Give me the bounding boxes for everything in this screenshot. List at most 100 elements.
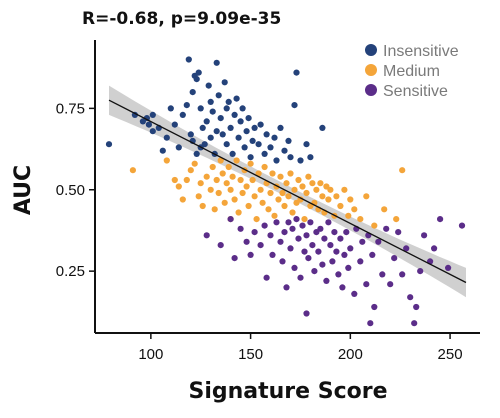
data-point — [203, 173, 210, 180]
data-point — [339, 284, 346, 291]
data-point — [219, 170, 226, 177]
data-point — [325, 219, 332, 226]
data-point — [261, 150, 268, 157]
data-point — [197, 105, 204, 112]
data-point — [375, 238, 382, 245]
data-point — [417, 268, 424, 275]
data-point — [225, 98, 232, 105]
data-point — [247, 251, 254, 258]
data-point — [217, 157, 224, 164]
data-point — [281, 202, 288, 210]
data-point — [313, 186, 320, 193]
data-point — [371, 303, 378, 311]
data-point — [105, 141, 113, 148]
data-point — [185, 56, 192, 63]
data-point — [277, 238, 284, 245]
data-point — [351, 206, 358, 213]
data-point — [327, 186, 334, 193]
data-point — [299, 183, 306, 190]
data-point — [287, 245, 294, 252]
data-point — [363, 281, 370, 288]
data-point — [269, 251, 276, 258]
data-point — [195, 69, 202, 76]
data-point — [221, 199, 228, 206]
data-point — [413, 303, 420, 311]
data-point — [421, 232, 428, 239]
data-point — [303, 189, 310, 197]
data-point — [297, 274, 304, 281]
data-point — [245, 202, 252, 210]
data-point — [207, 134, 214, 141]
data-point — [237, 118, 244, 125]
data-point — [235, 209, 242, 216]
y-axis-label: AUC — [11, 165, 36, 215]
legend-label-insensitive: Insensitive — [383, 43, 459, 60]
data-point — [391, 255, 398, 262]
data-point — [331, 229, 338, 236]
data-point — [291, 186, 298, 193]
data-point — [195, 193, 202, 200]
legend-marker-medium — [365, 64, 377, 76]
data-point — [315, 248, 322, 255]
data-point — [267, 144, 274, 151]
data-point — [357, 258, 364, 265]
data-point — [231, 255, 238, 262]
data-point — [223, 105, 230, 112]
data-point — [271, 212, 278, 219]
legend-marker-insensitive — [365, 44, 377, 56]
data-point — [291, 264, 298, 271]
data-point — [303, 141, 310, 148]
data-point — [191, 160, 198, 167]
data-point — [345, 212, 352, 219]
data-point — [297, 157, 304, 164]
data-point — [305, 255, 312, 262]
data-point — [289, 209, 296, 216]
data-point — [243, 238, 250, 245]
data-point — [261, 163, 268, 171]
data-point — [279, 189, 286, 197]
data-point — [293, 216, 300, 223]
data-point — [237, 176, 244, 184]
data-point — [225, 163, 232, 171]
data-point — [458, 222, 466, 229]
x-ticks: 100 150 200 250 — [138, 333, 463, 363]
points-layer — [105, 56, 466, 327]
data-point — [203, 232, 210, 239]
data-point — [395, 229, 402, 236]
data-point — [431, 245, 438, 252]
data-point — [207, 186, 214, 193]
x-tick-label: 250 — [438, 346, 463, 363]
data-point — [333, 193, 340, 200]
data-point — [287, 170, 294, 177]
data-point — [245, 115, 252, 122]
data-point — [189, 89, 196, 96]
data-point — [253, 216, 260, 223]
data-point — [311, 268, 318, 275]
data-point — [267, 232, 274, 239]
data-point — [269, 170, 276, 177]
data-point — [317, 180, 324, 187]
data-point — [259, 199, 266, 206]
data-point — [337, 202, 344, 210]
data-point — [341, 186, 348, 193]
data-point — [213, 176, 220, 184]
data-point — [275, 196, 282, 203]
data-point — [325, 196, 332, 203]
data-point — [213, 128, 220, 135]
data-point — [319, 261, 326, 268]
data-point — [237, 225, 244, 232]
data-point — [193, 150, 200, 157]
data-point — [317, 225, 324, 232]
data-point — [273, 157, 280, 164]
data-point — [247, 160, 254, 167]
data-point — [295, 176, 302, 184]
data-point — [217, 115, 224, 122]
data-point — [367, 320, 374, 327]
data-point — [129, 167, 136, 174]
data-point — [215, 189, 222, 197]
data-point — [301, 216, 308, 223]
data-point — [309, 242, 316, 249]
data-point — [249, 137, 256, 144]
data-point — [327, 242, 334, 249]
data-point — [287, 154, 294, 161]
